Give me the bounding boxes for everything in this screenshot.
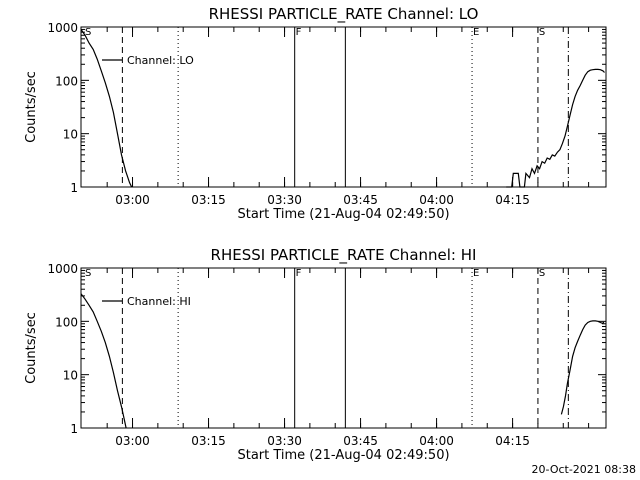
event-marker-label: S: [85, 268, 91, 279]
plot-frame: [80, 26, 607, 188]
x-tick-label: 03:30: [267, 434, 302, 448]
y-axis-label: Counts/sec: [24, 312, 39, 384]
x-tick-label: 04:15: [495, 434, 530, 448]
event-marker-label: S: [539, 27, 545, 38]
legend-entry: Channel: LO: [127, 54, 194, 67]
series-line: [506, 68, 605, 188]
footer-timestamp: 20-Oct-2021 08:38: [532, 463, 636, 476]
y-tick-label: 1000: [47, 21, 78, 35]
y-tick-label: 100: [55, 315, 78, 329]
y-tick-label: 1: [70, 181, 78, 195]
series-line: [80, 29, 133, 188]
x-tick-label: 03:15: [191, 193, 226, 207]
event-marker-label: F: [296, 27, 302, 38]
x-axis-label: Start Time (21-Aug-04 02:49:50): [237, 207, 449, 222]
x-tick-label: 04:15: [495, 193, 530, 207]
panel-lo: RHESSI PARTICLE_RATE Channel: LO Counts/s…: [24, 5, 607, 222]
x-tick-label: 03:45: [343, 434, 378, 448]
legend-entry: Channel: HI: [127, 295, 191, 308]
x-tick-label: 04:00: [419, 434, 454, 448]
y-tick-label: 100: [55, 74, 78, 88]
event-marker-label: S: [539, 268, 545, 279]
event-marker-label: E: [473, 268, 479, 279]
event-marker-label: F: [296, 268, 302, 279]
y-axis-label: Counts/sec: [24, 71, 39, 143]
panel-hi: RHESSI PARTICLE_RATE Channel: HI Counts/s…: [24, 246, 607, 463]
x-tick-label: 03:00: [115, 434, 150, 448]
y-tick-label: 1: [70, 422, 78, 436]
event-marker-label: E: [473, 27, 479, 38]
plot-frame: [80, 267, 607, 429]
event-marker-label: S: [85, 27, 91, 38]
x-tick-label: 04:00: [419, 193, 454, 207]
series-line: [560, 320, 605, 415]
x-tick-label: 03:15: [191, 434, 226, 448]
series-line: [80, 293, 127, 429]
chart-title: RHESSI PARTICLE_RATE Channel: HI: [211, 246, 477, 265]
x-tick-label: 03:00: [115, 193, 150, 207]
x-axis-label: Start Time (21-Aug-04 02:49:50): [237, 448, 449, 463]
y-tick-label: 10: [63, 128, 78, 142]
x-tick-label: 03:30: [267, 193, 302, 207]
y-tick-label: 1000: [47, 262, 78, 276]
y-tick-label: 10: [63, 369, 78, 383]
x-tick-label: 03:45: [343, 193, 378, 207]
chart-title: RHESSI PARTICLE_RATE Channel: LO: [209, 5, 479, 24]
